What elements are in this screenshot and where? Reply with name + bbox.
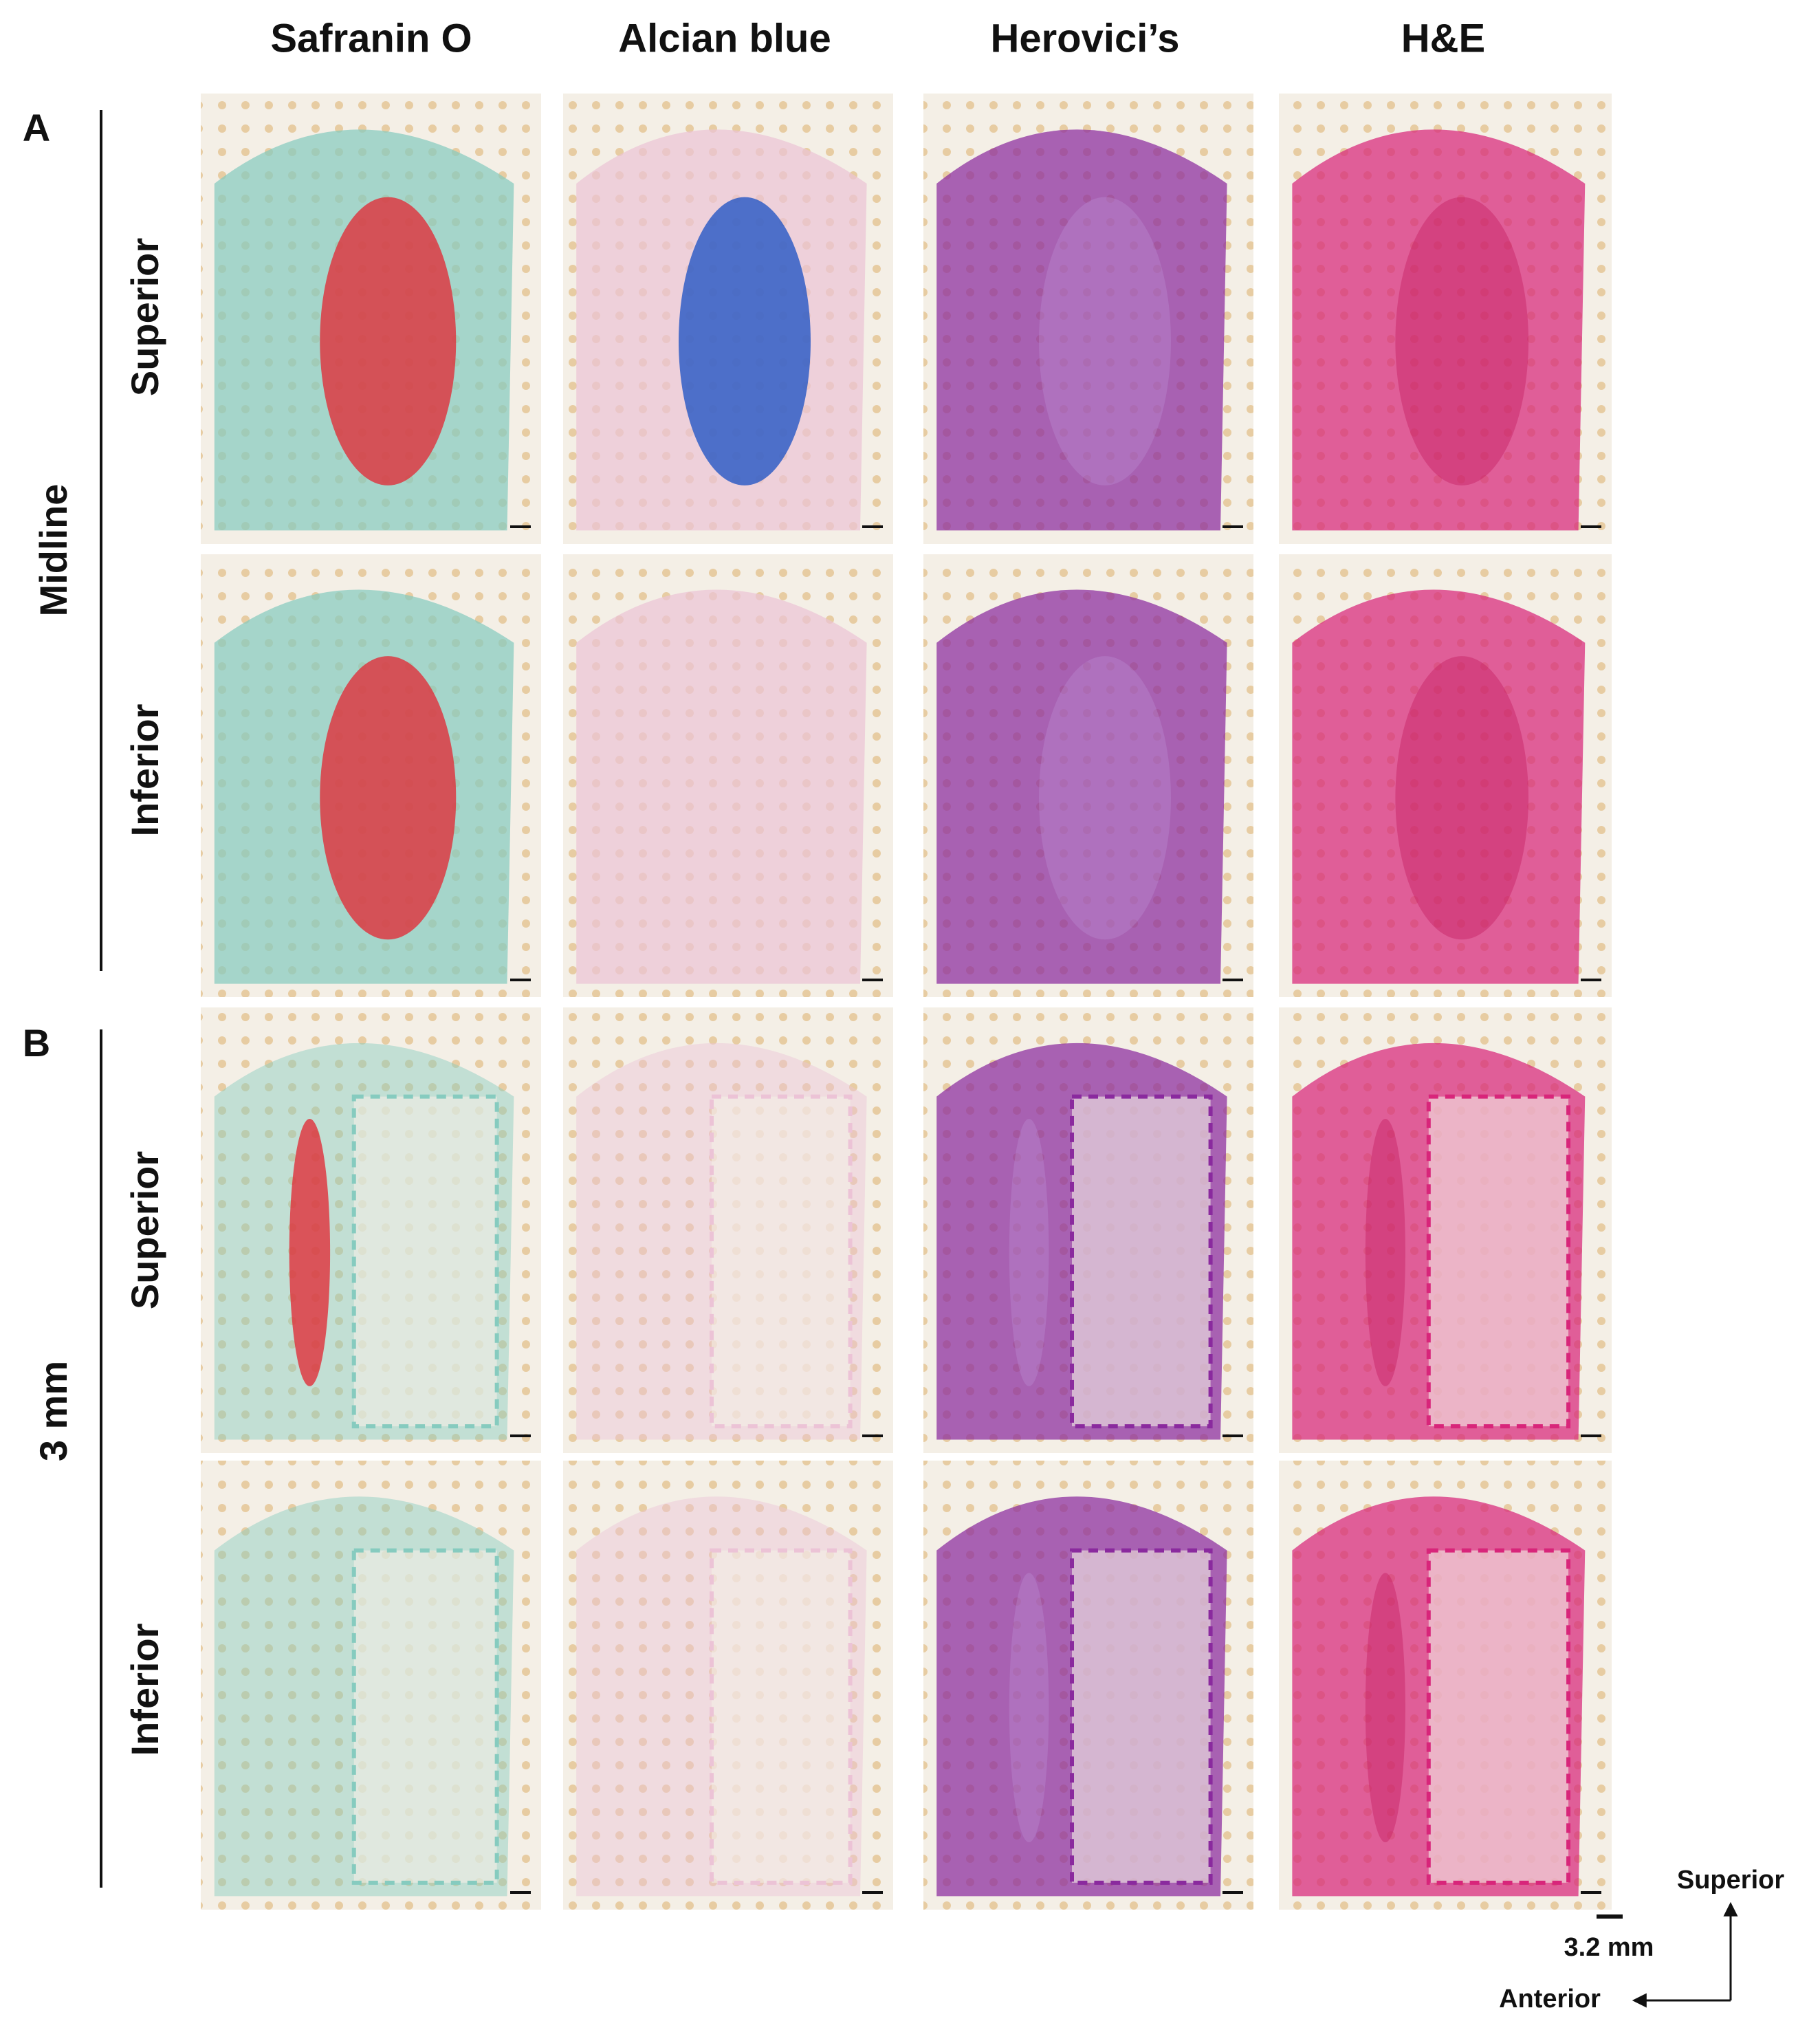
stain-region (320, 197, 457, 485)
row-label: Superior (123, 238, 166, 396)
row-label: Inferior (123, 704, 166, 837)
trabecular-bone (710, 1094, 853, 1429)
stain-region (289, 1119, 331, 1386)
trabecular-bone (1070, 1548, 1213, 1885)
stain-region (1365, 1573, 1405, 1843)
stain-region (1395, 197, 1528, 485)
tissue (576, 589, 867, 984)
column-header: Safranin O (270, 16, 472, 61)
stain-region (1009, 1573, 1049, 1843)
stain-region (320, 656, 457, 940)
stain-region (1395, 656, 1528, 940)
stain-region (1365, 1119, 1405, 1386)
trabecular-bone (351, 1548, 499, 1885)
stain-region (1039, 656, 1171, 940)
tissue (936, 129, 1227, 531)
trabecular-bone (1426, 1548, 1571, 1885)
column-header: Alcian blue (618, 16, 831, 61)
stain-region (1009, 1119, 1049, 1386)
scale-bar-label: 3.2 mm (1564, 1933, 1654, 1962)
orientation-label: Anterior (1499, 1985, 1601, 2013)
trabecular-bone (1426, 1094, 1571, 1429)
column-header: Herovici’s (990, 16, 1179, 61)
panel-label: A (23, 106, 50, 149)
row-label: Superior (123, 1151, 166, 1309)
trabecular-bone (710, 1548, 853, 1885)
panel-label: B (23, 1021, 50, 1065)
stain-region (1039, 197, 1171, 485)
tissue (1292, 589, 1586, 984)
trabecular-bone (351, 1094, 499, 1429)
column-header: H&E (1401, 16, 1485, 61)
orientation-label: Superior (1677, 1866, 1784, 1895)
group-label: Midline (32, 484, 75, 617)
stain-region (679, 197, 811, 485)
tissue (1292, 129, 1586, 531)
trabecular-bone (1070, 1094, 1213, 1429)
group-label: 3 mm (32, 1361, 75, 1461)
image-grid (201, 94, 1612, 1910)
row-label: Inferior (123, 1624, 166, 1756)
tissue (936, 589, 1227, 984)
